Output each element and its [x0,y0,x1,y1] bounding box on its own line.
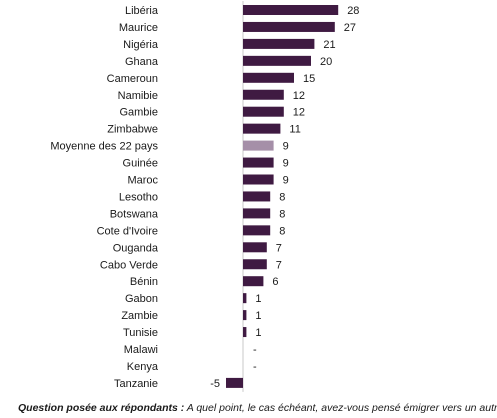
category-label: Botswana [110,208,159,220]
footnote-text: A quel point, le cas échéant, avez-vous … [184,402,497,414]
value-label: 9 [283,158,289,170]
category-label: Malawi [124,344,158,356]
category-label: Tanzanie [114,378,158,390]
value-label: 11 [289,124,300,136]
footnote-question-label: Question posée aux répondants : [18,402,185,414]
average-bar [243,140,274,151]
country-bar [243,72,294,83]
category-label: Gabon [125,293,158,305]
category-label: Ghana [125,56,159,68]
value-label: 8 [279,191,285,203]
category-label: Moyenne des 22 pays [50,141,158,153]
category-label: Namibie [118,90,158,102]
country-bar [243,225,271,236]
country-bar [243,191,271,202]
country-bar [243,157,274,168]
category-label: Tunisie [123,327,158,339]
country-bar [243,259,267,270]
country-bar [243,242,267,253]
footnote: Question posée aux répondants : A quel p… [18,402,497,414]
category-label: Guinée [123,158,158,170]
country-bar [243,123,281,134]
country-bar [243,106,284,117]
country-bar [243,310,247,321]
category-label: Ouganda [113,242,159,254]
category-label: Maurice [119,22,158,34]
category-label: Kenya [127,361,159,373]
country-bar [243,5,339,15]
value-label: 8 [279,208,285,220]
value-label: 15 [303,73,315,85]
country-bar [243,38,315,49]
value-label: 1 [255,293,261,305]
country-bar [226,377,243,388]
value-label: 9 [283,141,289,153]
category-label: Nigéria [123,39,159,51]
value-label: 9 [283,175,289,187]
value-label: -5 [210,378,220,390]
category-label: Gambie [119,107,158,119]
value-label: - [253,344,257,356]
value-label: 12 [293,90,305,102]
value-label: 7 [276,242,282,254]
category-label: Cote d'Ivoire [97,225,158,237]
category-label: Cameroun [107,73,158,85]
bar-chart: Libéria 28 Maurice 27 Nigéria 21 Ghana 20 Camero… [50,1,359,392]
country-bar [243,327,247,338]
value-label: 1 [255,327,261,339]
country-bar [243,208,271,219]
category-label: Lesotho [119,191,158,203]
category-label: Zambie [121,310,158,322]
category-label: Cabo Verde [100,259,158,271]
value-label: 21 [323,39,335,51]
value-label: 20 [320,56,332,68]
category-label: Zimbabwe [107,124,158,136]
value-label: 6 [272,276,278,288]
country-bar [243,89,284,100]
value-label: 1 [255,310,261,322]
value-label: 27 [344,22,356,34]
category-label: Bénin [130,276,158,288]
value-label: 7 [276,259,282,271]
category-label: Maroc [127,175,158,187]
country-bar [243,174,274,185]
category-label: Libéria [125,5,159,17]
country-bar [243,55,311,66]
country-bar [243,276,264,287]
value-label: 12 [293,107,305,119]
value-label: 28 [347,5,359,17]
value-label: - [253,361,257,373]
country-bar [243,293,247,304]
country-bar [243,21,335,32]
value-label: 8 [279,225,285,237]
